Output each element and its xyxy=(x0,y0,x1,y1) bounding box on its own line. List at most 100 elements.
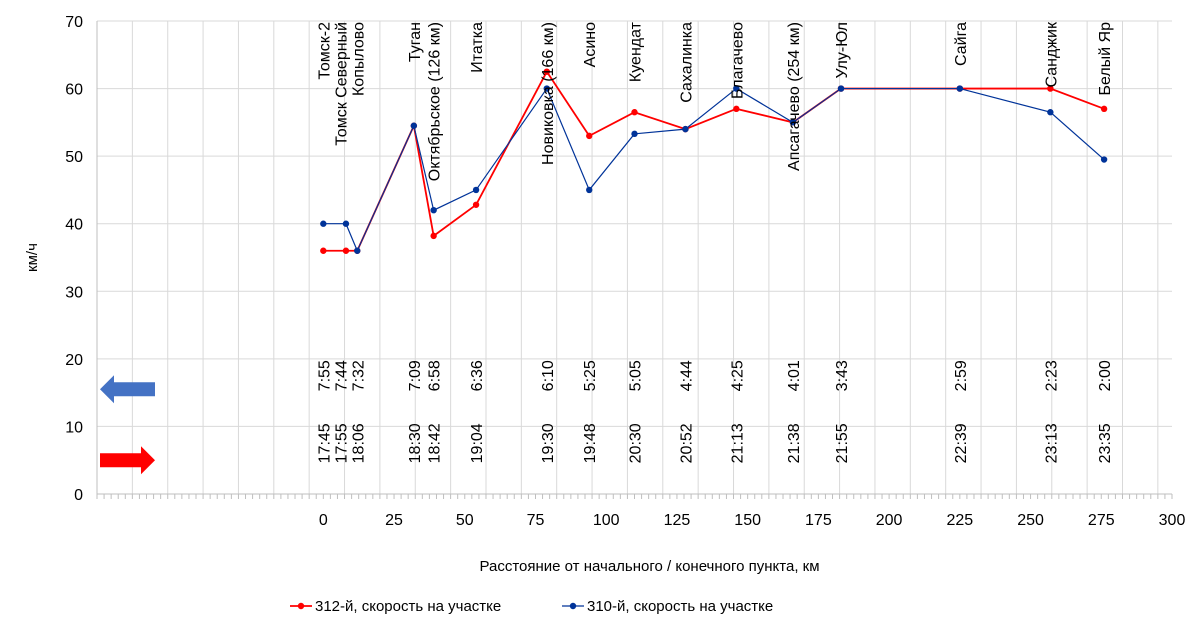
station-label: Апсагачево (254 км) xyxy=(786,22,803,171)
y-axis-title: км/ч xyxy=(24,243,41,272)
arrival-time-label: 22:39 xyxy=(953,423,970,463)
station-label: Санджик xyxy=(1043,21,1060,87)
x-tick-label: 125 xyxy=(664,512,691,529)
x-tick-label: 300 xyxy=(1159,512,1186,529)
station-label: Сахалинка xyxy=(678,22,695,103)
data-point xyxy=(1100,105,1108,113)
station-label: Асино xyxy=(582,22,599,67)
departure-time-label: 3:43 xyxy=(834,360,851,391)
departure-time-label: 5:05 xyxy=(628,360,645,391)
arrival-time-label: 17:55 xyxy=(333,423,350,463)
y-tick-label: 50 xyxy=(65,149,83,166)
data-point xyxy=(956,85,964,92)
x-axis-title: Расстояние от начального / конечного пун… xyxy=(479,558,819,575)
arrival-time-label: 18:06 xyxy=(350,423,367,463)
x-tick-label: 25 xyxy=(385,512,403,529)
x-tick-label: 275 xyxy=(1088,512,1115,529)
departure-time-label: 4:44 xyxy=(678,360,695,391)
arrival-time-label: 21:13 xyxy=(729,423,746,463)
station-label: Куендат xyxy=(628,21,645,82)
arrival-time-label: 17:45 xyxy=(316,423,333,463)
station-label: Итатка xyxy=(469,22,486,73)
data-point xyxy=(354,247,361,254)
station-label: Сайга xyxy=(953,22,970,66)
station-label: Томск Северный xyxy=(333,22,350,146)
data-point xyxy=(586,132,593,140)
arrival-time-label: 20:30 xyxy=(628,423,645,463)
station-label: Новиковка (166 км) xyxy=(540,22,557,165)
data-point xyxy=(543,68,551,75)
departure-time-label: 4:25 xyxy=(729,360,746,391)
data-point xyxy=(733,105,740,113)
arrival-time-label: 21:38 xyxy=(786,423,803,463)
x-tick-label: 50 xyxy=(456,512,474,529)
axes: 0 10 20 30 40 50 60 70 0 25 50 75 100 125 150 175 200 225… xyxy=(65,14,1185,529)
departure-time-label: 6:10 xyxy=(540,360,557,391)
x-tick-label: 75 xyxy=(527,512,545,529)
station-labels: Томск-2 Томск Северный Копылово Туган Октябр… xyxy=(316,21,1114,181)
station-label: Томск-2 xyxy=(316,22,333,80)
y-tick-label: 0 xyxy=(74,487,83,504)
arrival-time-label: 19:48 xyxy=(582,423,599,463)
y-tick-label: 20 xyxy=(65,352,83,369)
data-point xyxy=(837,85,845,92)
arrival-time-label: 20:52 xyxy=(678,423,695,463)
data-point xyxy=(320,247,327,254)
arrival-time-label: 23:35 xyxy=(1097,423,1114,463)
station-label: Белый Яр xyxy=(1097,22,1114,96)
station-label: Копылово xyxy=(350,22,367,96)
arrival-time-label: 19:04 xyxy=(469,423,486,463)
series-line xyxy=(323,87,1105,253)
arrival-time-label: 21:55 xyxy=(834,423,851,463)
arrival-time-label: 23:13 xyxy=(1043,423,1060,463)
x-tick-label: 0 xyxy=(319,512,328,529)
departure-time-label: 7:09 xyxy=(407,360,424,391)
departure-time-label: 6:36 xyxy=(469,360,486,391)
data-point xyxy=(472,186,480,194)
time-labels: 7:55 17:45 7:44 17:55 7:32 18:06 7:09 18:30 6:58… xyxy=(316,360,1114,463)
x-tick-label: 100 xyxy=(593,512,620,529)
data-point xyxy=(586,186,593,194)
data-point xyxy=(342,220,350,227)
x-tick-label: 150 xyxy=(734,512,761,529)
data-point xyxy=(733,85,740,92)
data-point xyxy=(342,247,350,254)
arrival-time-label: 18:30 xyxy=(407,423,424,463)
legend-marker xyxy=(297,602,305,610)
data-point xyxy=(1100,156,1108,163)
data-point xyxy=(682,125,689,133)
x-tick-label: 250 xyxy=(1017,512,1044,529)
x-tick-label: 175 xyxy=(805,512,832,529)
legend-marker xyxy=(569,602,577,610)
y-tick-label: 10 xyxy=(65,419,83,436)
data-point xyxy=(1047,85,1054,92)
station-label: Благачево xyxy=(729,22,746,99)
legend-label: 310-й, скорость на участке xyxy=(587,598,773,615)
series-layer xyxy=(320,68,1108,254)
legend-item: 312-й, скорость на участке xyxy=(290,598,501,615)
legend-label: 312-й, скорость на участке xyxy=(315,598,501,615)
arrow-right-icon xyxy=(100,446,155,475)
series-2 xyxy=(320,85,1108,254)
y-tick-label: 60 xyxy=(65,82,83,99)
departure-time-label: 2:59 xyxy=(953,360,970,391)
station-label: Октябрьское (126 км) xyxy=(427,22,444,181)
departure-time-label: 7:44 xyxy=(333,360,350,391)
x-tick-label: 200 xyxy=(876,512,903,529)
y-tick-label: 40 xyxy=(65,217,83,234)
data-point xyxy=(1047,109,1054,116)
legend-item: 310-й, скорость на участке xyxy=(562,598,773,615)
station-label: Туган xyxy=(407,22,424,62)
data-point xyxy=(631,130,638,138)
data-point xyxy=(430,232,437,240)
departure-time-label: 5:25 xyxy=(582,360,599,391)
y-tick-label: 30 xyxy=(65,284,83,301)
data-point xyxy=(543,85,551,92)
y-tick-label: 70 xyxy=(65,14,83,31)
data-point xyxy=(789,119,797,126)
arrival-time-label: 18:42 xyxy=(427,423,444,463)
arrival-time-label: 19:30 xyxy=(540,423,557,463)
departure-time-label: 7:55 xyxy=(316,360,333,391)
